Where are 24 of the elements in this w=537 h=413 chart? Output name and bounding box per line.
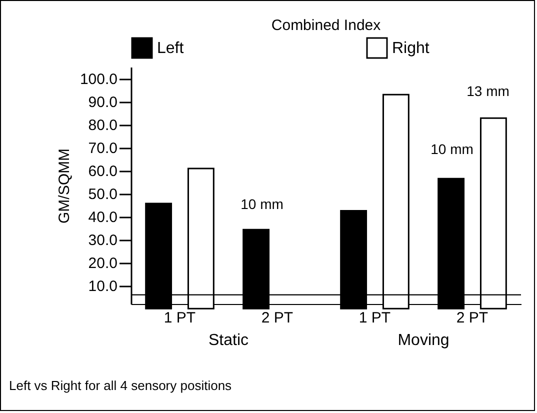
text: Moving — [398, 332, 450, 349]
legend-label: Right — [392, 40, 430, 57]
y-tick-label: 90.0 — [88, 94, 118, 112]
y-tick-label: 60.0 — [88, 163, 118, 180]
y-tick-label: 50.0 — [88, 186, 118, 204]
x-tick-label: 1 PT — [164, 310, 196, 326]
chart-title: Combined Index — [271, 17, 382, 34]
y-tick-label: 80.0 — [88, 117, 118, 134]
annotation: 10 mm — [240, 196, 284, 212]
y-tick-label: 100.0 — [80, 71, 118, 88]
annotation: 13 mm — [466, 83, 510, 99]
text: Left vs Right for all 4 sensory positions — [9, 378, 232, 393]
y-tick-label: 70.0 — [88, 140, 118, 158]
x-tick-label: 1 PT — [358, 310, 391, 326]
y-tick-label: 40.0 — [88, 209, 118, 226]
legend-label: Left — [157, 40, 184, 57]
x-tick-label: 2 PT — [456, 310, 488, 326]
y-tick-label: 30.0 — [88, 232, 118, 250]
text: Static — [208, 332, 249, 349]
annotation: 10 mm — [430, 141, 474, 157]
y-axis-title: GM/SQMM — [56, 148, 73, 224]
y-tick-label: 20.0 — [88, 255, 118, 272]
y-tick-label: 10.0 — [88, 278, 118, 296]
x-tick-label: 2 PT — [261, 310, 294, 326]
